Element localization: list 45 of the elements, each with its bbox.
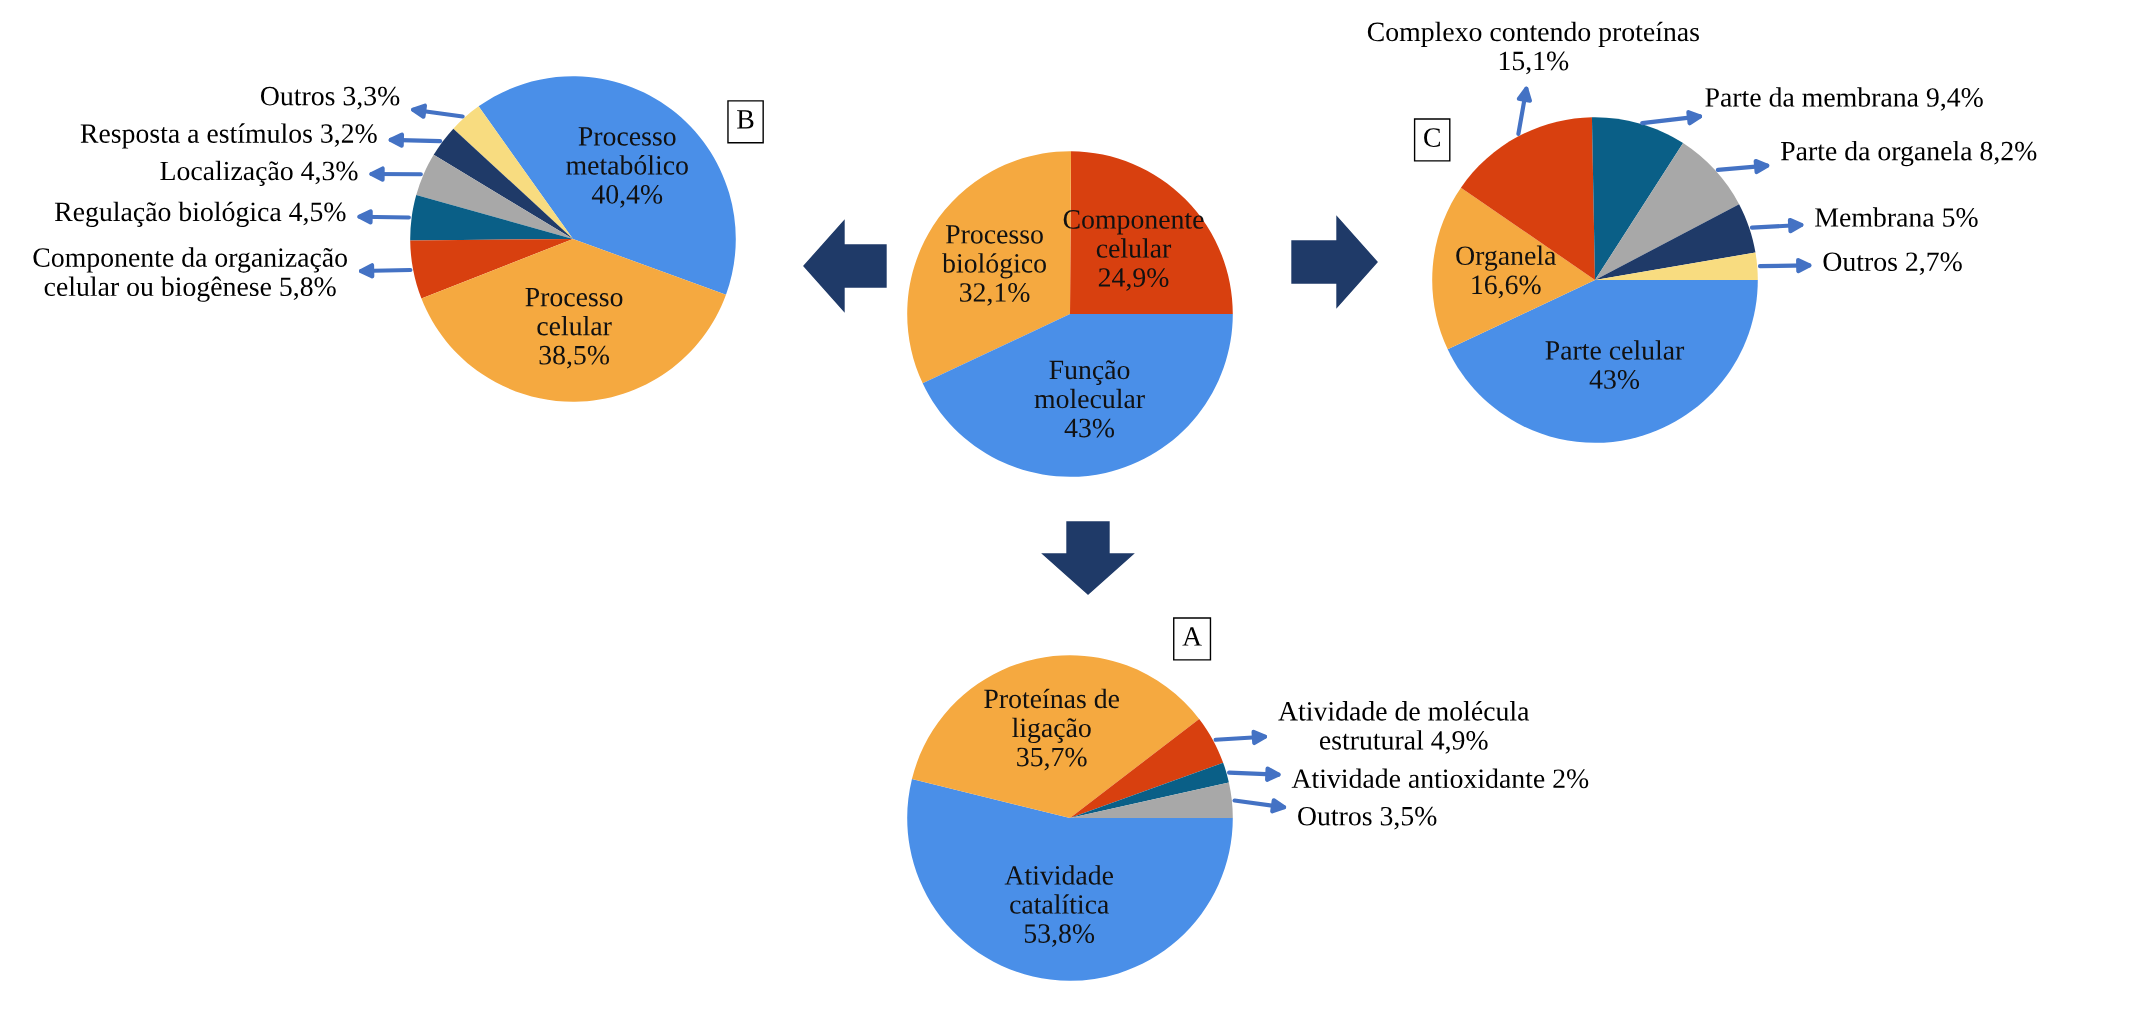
slice-label: Processo celular	[525, 287, 623, 336]
data-label: 24,9%	[1098, 268, 1169, 291]
slice-label: Regulação biológica 4,5%	[54, 201, 346, 227]
pie-slice	[1591, 117, 1684, 280]
pie-slice	[1595, 252, 1758, 280]
text: C	[1424, 128, 1440, 147]
text: A	[1182, 627, 1202, 646]
pie-slice	[410, 195, 573, 241]
slice-label: Resposta a estímulos 3,2%	[80, 123, 377, 149]
pie-slice	[911, 655, 1200, 818]
slice-label: Proteínas de ligação	[984, 688, 1119, 743]
slice-label: Função molecular	[1034, 360, 1145, 409]
slice-label: Parte celular	[1545, 340, 1685, 360]
pie-slice	[922, 314, 1233, 477]
data-label: 53,8%	[1024, 924, 1095, 947]
pie-slice	[1595, 204, 1756, 280]
slice-label: Outros 2,7%	[1823, 252, 1962, 276]
text: B	[737, 110, 754, 129]
data-label: 15,1%	[1499, 51, 1569, 75]
data-label: 32,1%	[960, 283, 1030, 306]
slice-label: Atividade catalítica	[1004, 865, 1113, 914]
pie-slice	[1595, 143, 1740, 280]
slice-label: Processo metabólico	[566, 127, 688, 175]
slice-label: Componente da organização celular ou biogênese 5,8%	[33, 247, 347, 302]
slice-label: Atividade de molécula estrutural 4,9%	[1278, 701, 1530, 754]
slice-label: Complexo contendo proteínas	[1367, 21, 1699, 47]
slice-label: Atividade antioxidante 2%	[1291, 768, 1589, 789]
slice-label: Organela	[1456, 245, 1557, 271]
data-label: 16,6%	[1472, 275, 1541, 299]
data-label: 43%	[1064, 418, 1115, 438]
slice-label: Parte da membrana 9,4%	[1705, 87, 1983, 111]
pie-slice	[1070, 782, 1233, 818]
slice-label: Outros 3,3%	[260, 86, 400, 110]
pie-slice	[421, 239, 726, 402]
data-label: 35,7%	[1017, 747, 1087, 771]
data-label: 40,4%	[591, 185, 663, 208]
slice-label: Processo biológico	[942, 225, 1046, 279]
slice-label: Localização 4,3%	[160, 160, 358, 186]
data-label: 38,5%	[539, 345, 610, 369]
data-label: 43%	[1589, 370, 1640, 389]
pie-slice	[907, 778, 1233, 981]
slice-label: Parte da organela 8,2%	[1780, 140, 2037, 167]
slice-label: Componente celular	[1063, 210, 1204, 258]
slice-label: Outros 3,5%	[1298, 806, 1437, 830]
slice-label: Membrana 5%	[1815, 207, 1978, 227]
